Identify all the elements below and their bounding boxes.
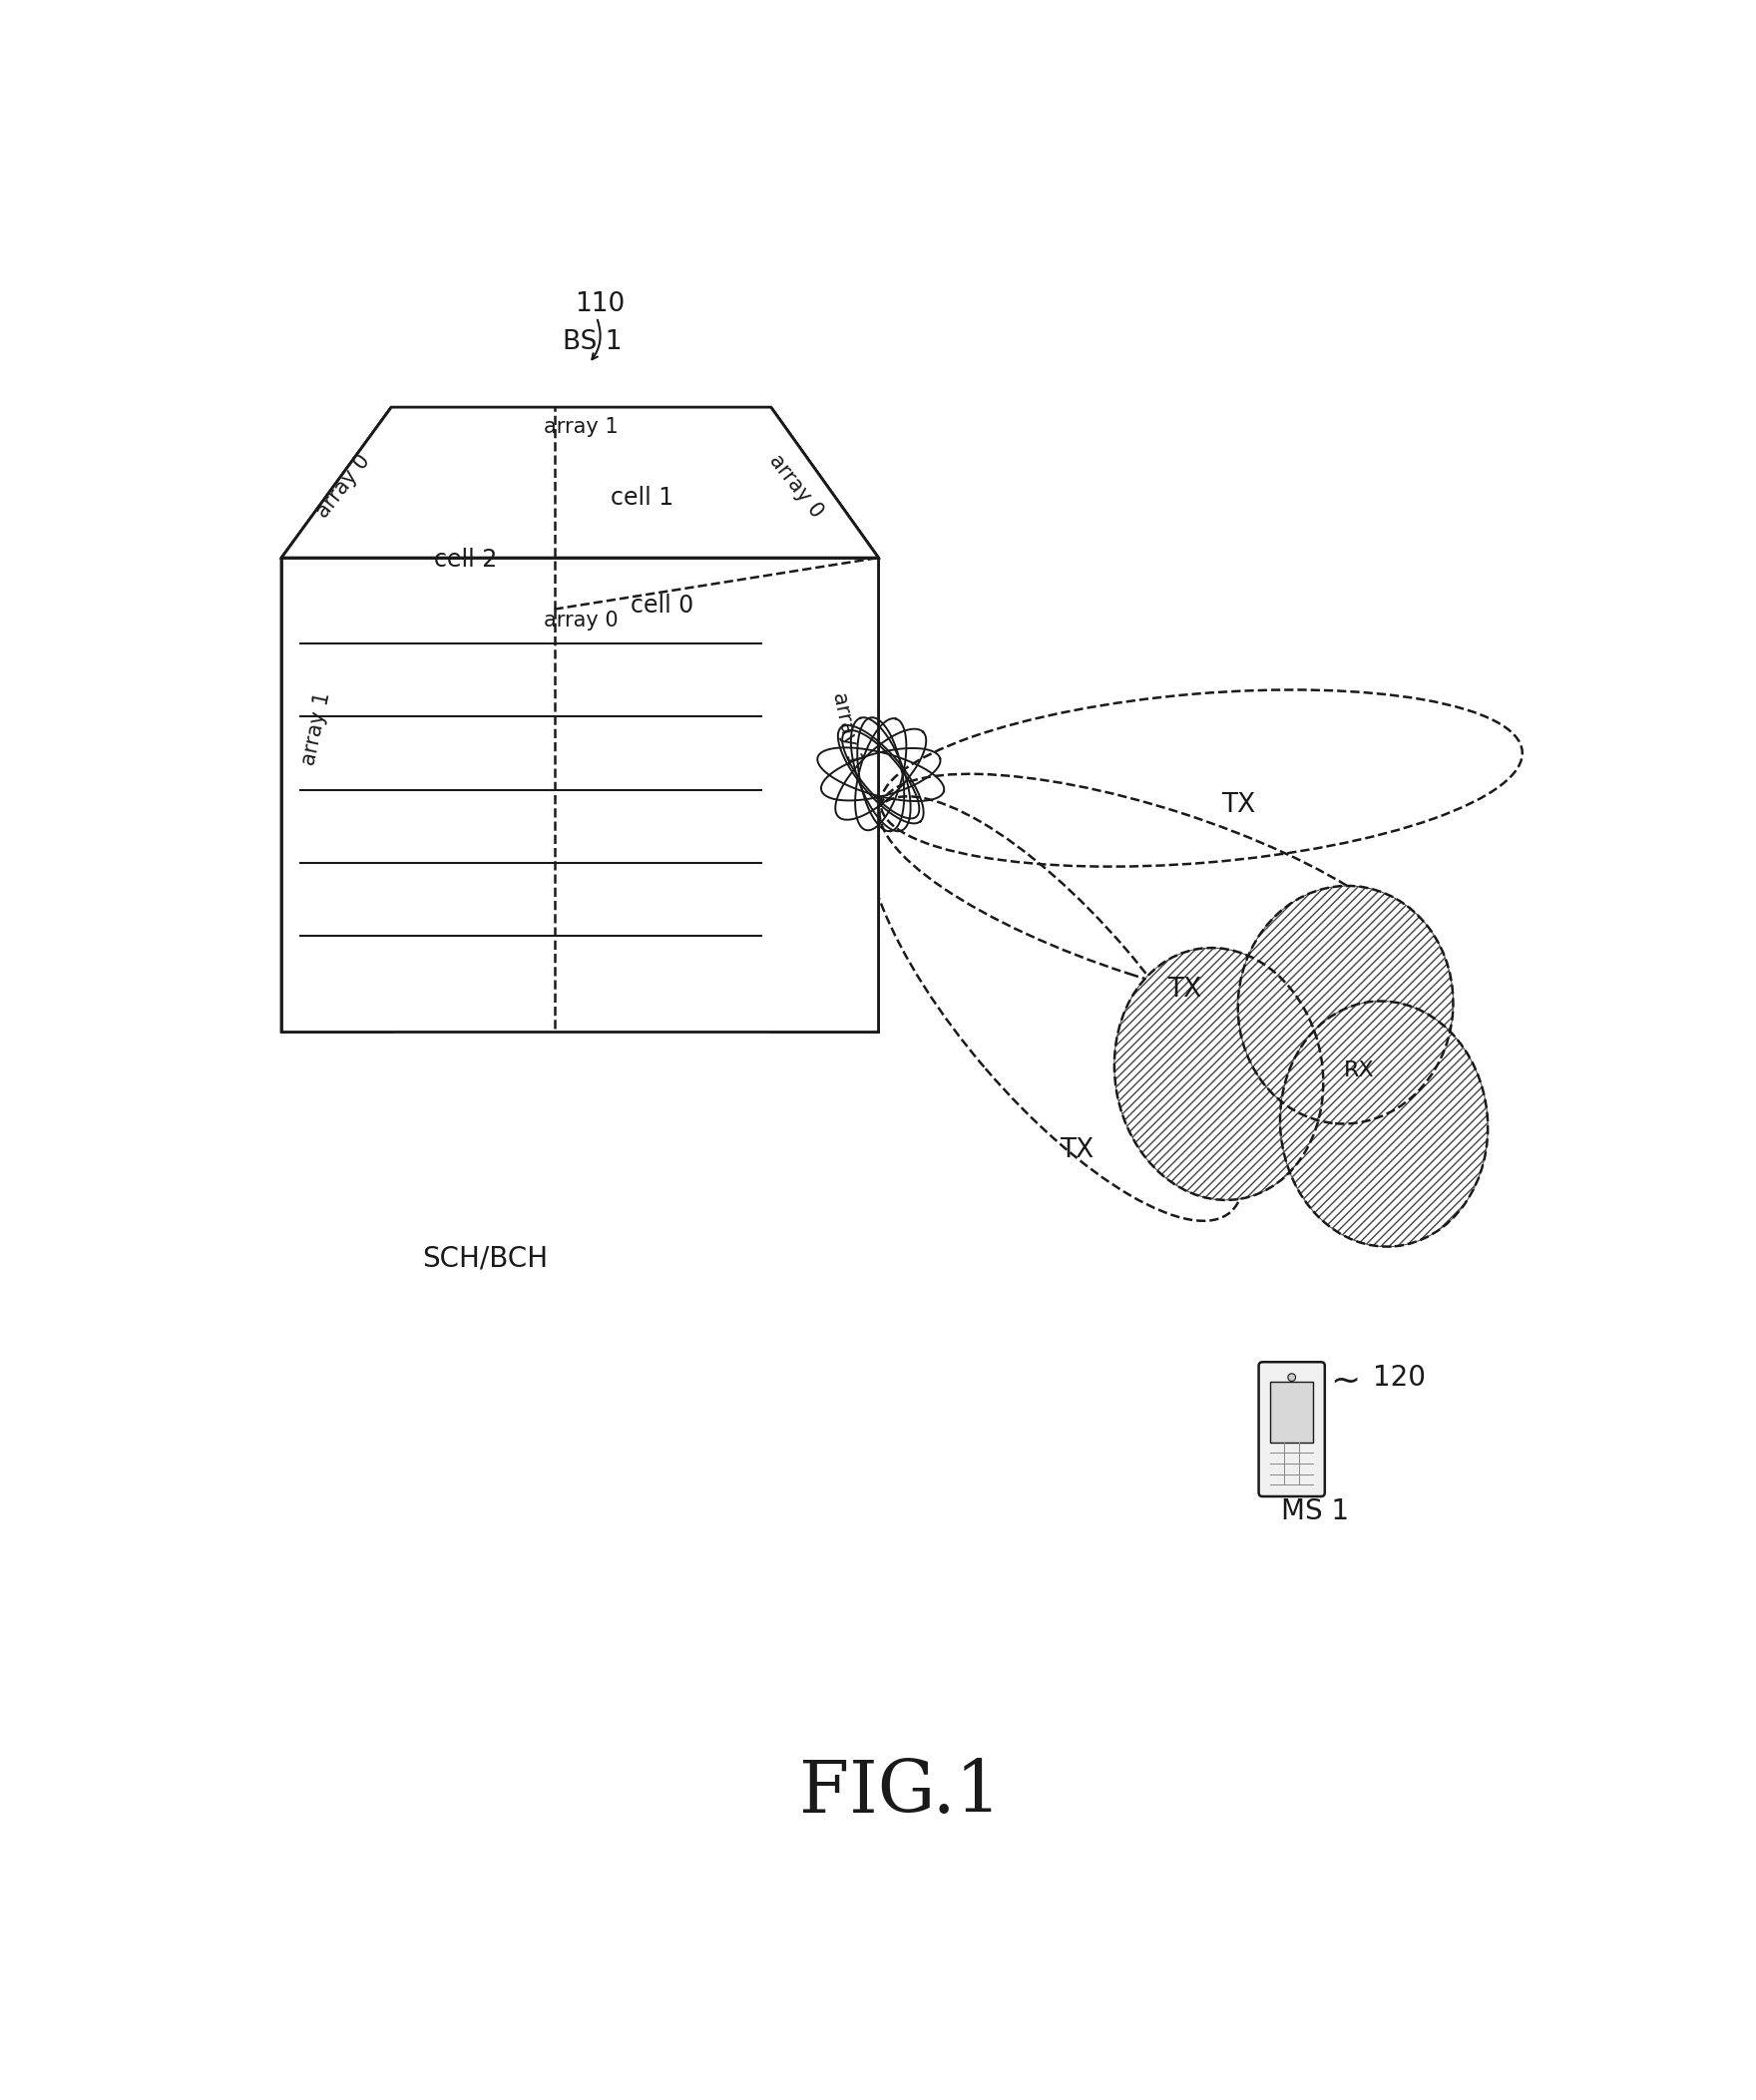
Text: 110: 110	[576, 292, 625, 317]
Text: RX: RX	[1343, 1060, 1375, 1079]
Text: FIG.1: FIG.1	[799, 1758, 1001, 1827]
Text: BS 1: BS 1	[564, 330, 622, 355]
Text: array 0: array 0	[544, 611, 618, 630]
Ellipse shape	[1238, 886, 1454, 1124]
Polygon shape	[281, 559, 878, 1031]
Polygon shape	[281, 407, 878, 559]
Text: MS 1: MS 1	[1280, 1497, 1349, 1527]
Circle shape	[1287, 1373, 1296, 1382]
Ellipse shape	[1280, 1002, 1487, 1247]
Text: TX: TX	[1059, 1138, 1094, 1163]
Text: array 1: array 1	[544, 418, 618, 437]
FancyBboxPatch shape	[1259, 1363, 1324, 1497]
Text: cell 1: cell 1	[611, 485, 674, 510]
Ellipse shape	[1115, 947, 1324, 1199]
Text: cell 0: cell 0	[630, 594, 694, 617]
Bar	[1270, 1382, 1313, 1443]
Polygon shape	[281, 407, 392, 1031]
Text: cell 2: cell 2	[434, 548, 497, 571]
Text: SCH/BCH: SCH/BCH	[421, 1245, 548, 1273]
Text: array 1: array 1	[299, 689, 334, 766]
Text: array 1: array 1	[829, 689, 864, 766]
Text: array 0: array 0	[766, 452, 827, 521]
Text: ~: ~	[1331, 1365, 1361, 1399]
Text: TX: TX	[1220, 792, 1256, 819]
Text: array 0: array 0	[313, 452, 374, 521]
Text: 120: 120	[1373, 1363, 1426, 1392]
Text: TX: TX	[1168, 976, 1201, 1002]
Polygon shape	[771, 407, 878, 1031]
